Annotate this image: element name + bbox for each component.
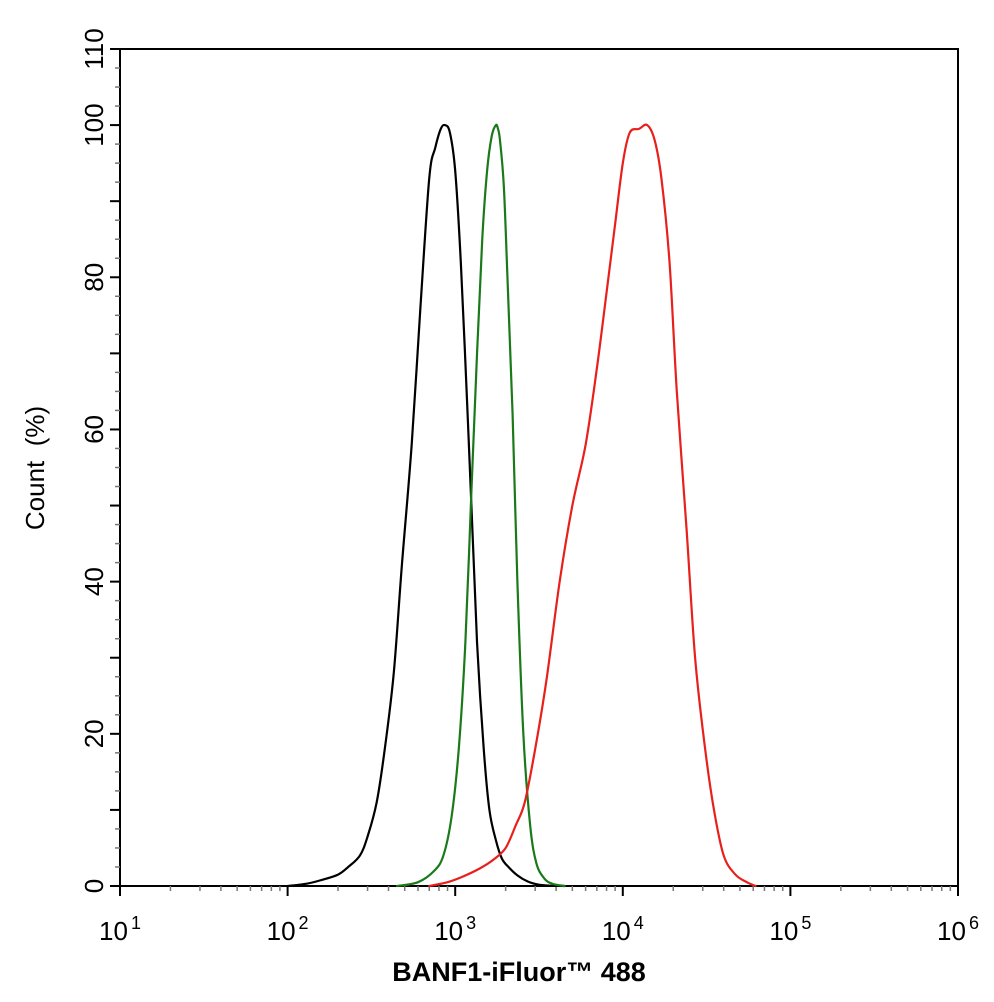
y-tick-label: 60 — [79, 415, 109, 444]
x-tick-label: 10 5 — [769, 913, 811, 946]
x-tick-label: 10 4 — [602, 913, 644, 946]
series-lines — [286, 123, 757, 888]
x-axis-title: BANF1-iFluor™ 488 — [392, 957, 646, 987]
y-tick-labels: 0 20 40 60 80 100 110 — [79, 28, 109, 893]
x-tick-label: 10 2 — [267, 913, 309, 946]
series-line-3 — [428, 123, 757, 888]
y-tick-label: 110 — [79, 28, 109, 69]
x-tick-label: 10 3 — [434, 913, 476, 946]
plot-frame — [119, 48, 959, 887]
series-line-2 — [395, 123, 566, 888]
series-line-1 — [286, 123, 566, 888]
y-tick-label: 40 — [79, 567, 109, 596]
x-tick-label: 10 1 — [99, 913, 141, 946]
x-tick-labels: 10 1 10 2 10 3 10 4 10 5 10 6 — [99, 913, 979, 946]
x-major-ticks — [119, 886, 959, 896]
y-tick-label: 80 — [79, 263, 109, 292]
y-tick-label: 0 — [79, 879, 109, 893]
y-axis-title: Count (%) — [20, 406, 50, 530]
y-tick-label: 20 — [79, 719, 109, 748]
y-major-ticks — [110, 48, 120, 887]
y-tick-label: 100 — [79, 103, 109, 146]
x-tick-label: 10 6 — [937, 913, 979, 946]
